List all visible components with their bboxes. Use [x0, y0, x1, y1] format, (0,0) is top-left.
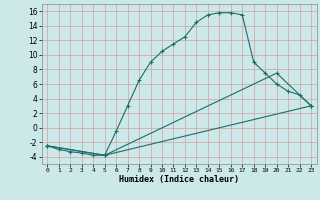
X-axis label: Humidex (Indice chaleur): Humidex (Indice chaleur): [119, 175, 239, 184]
